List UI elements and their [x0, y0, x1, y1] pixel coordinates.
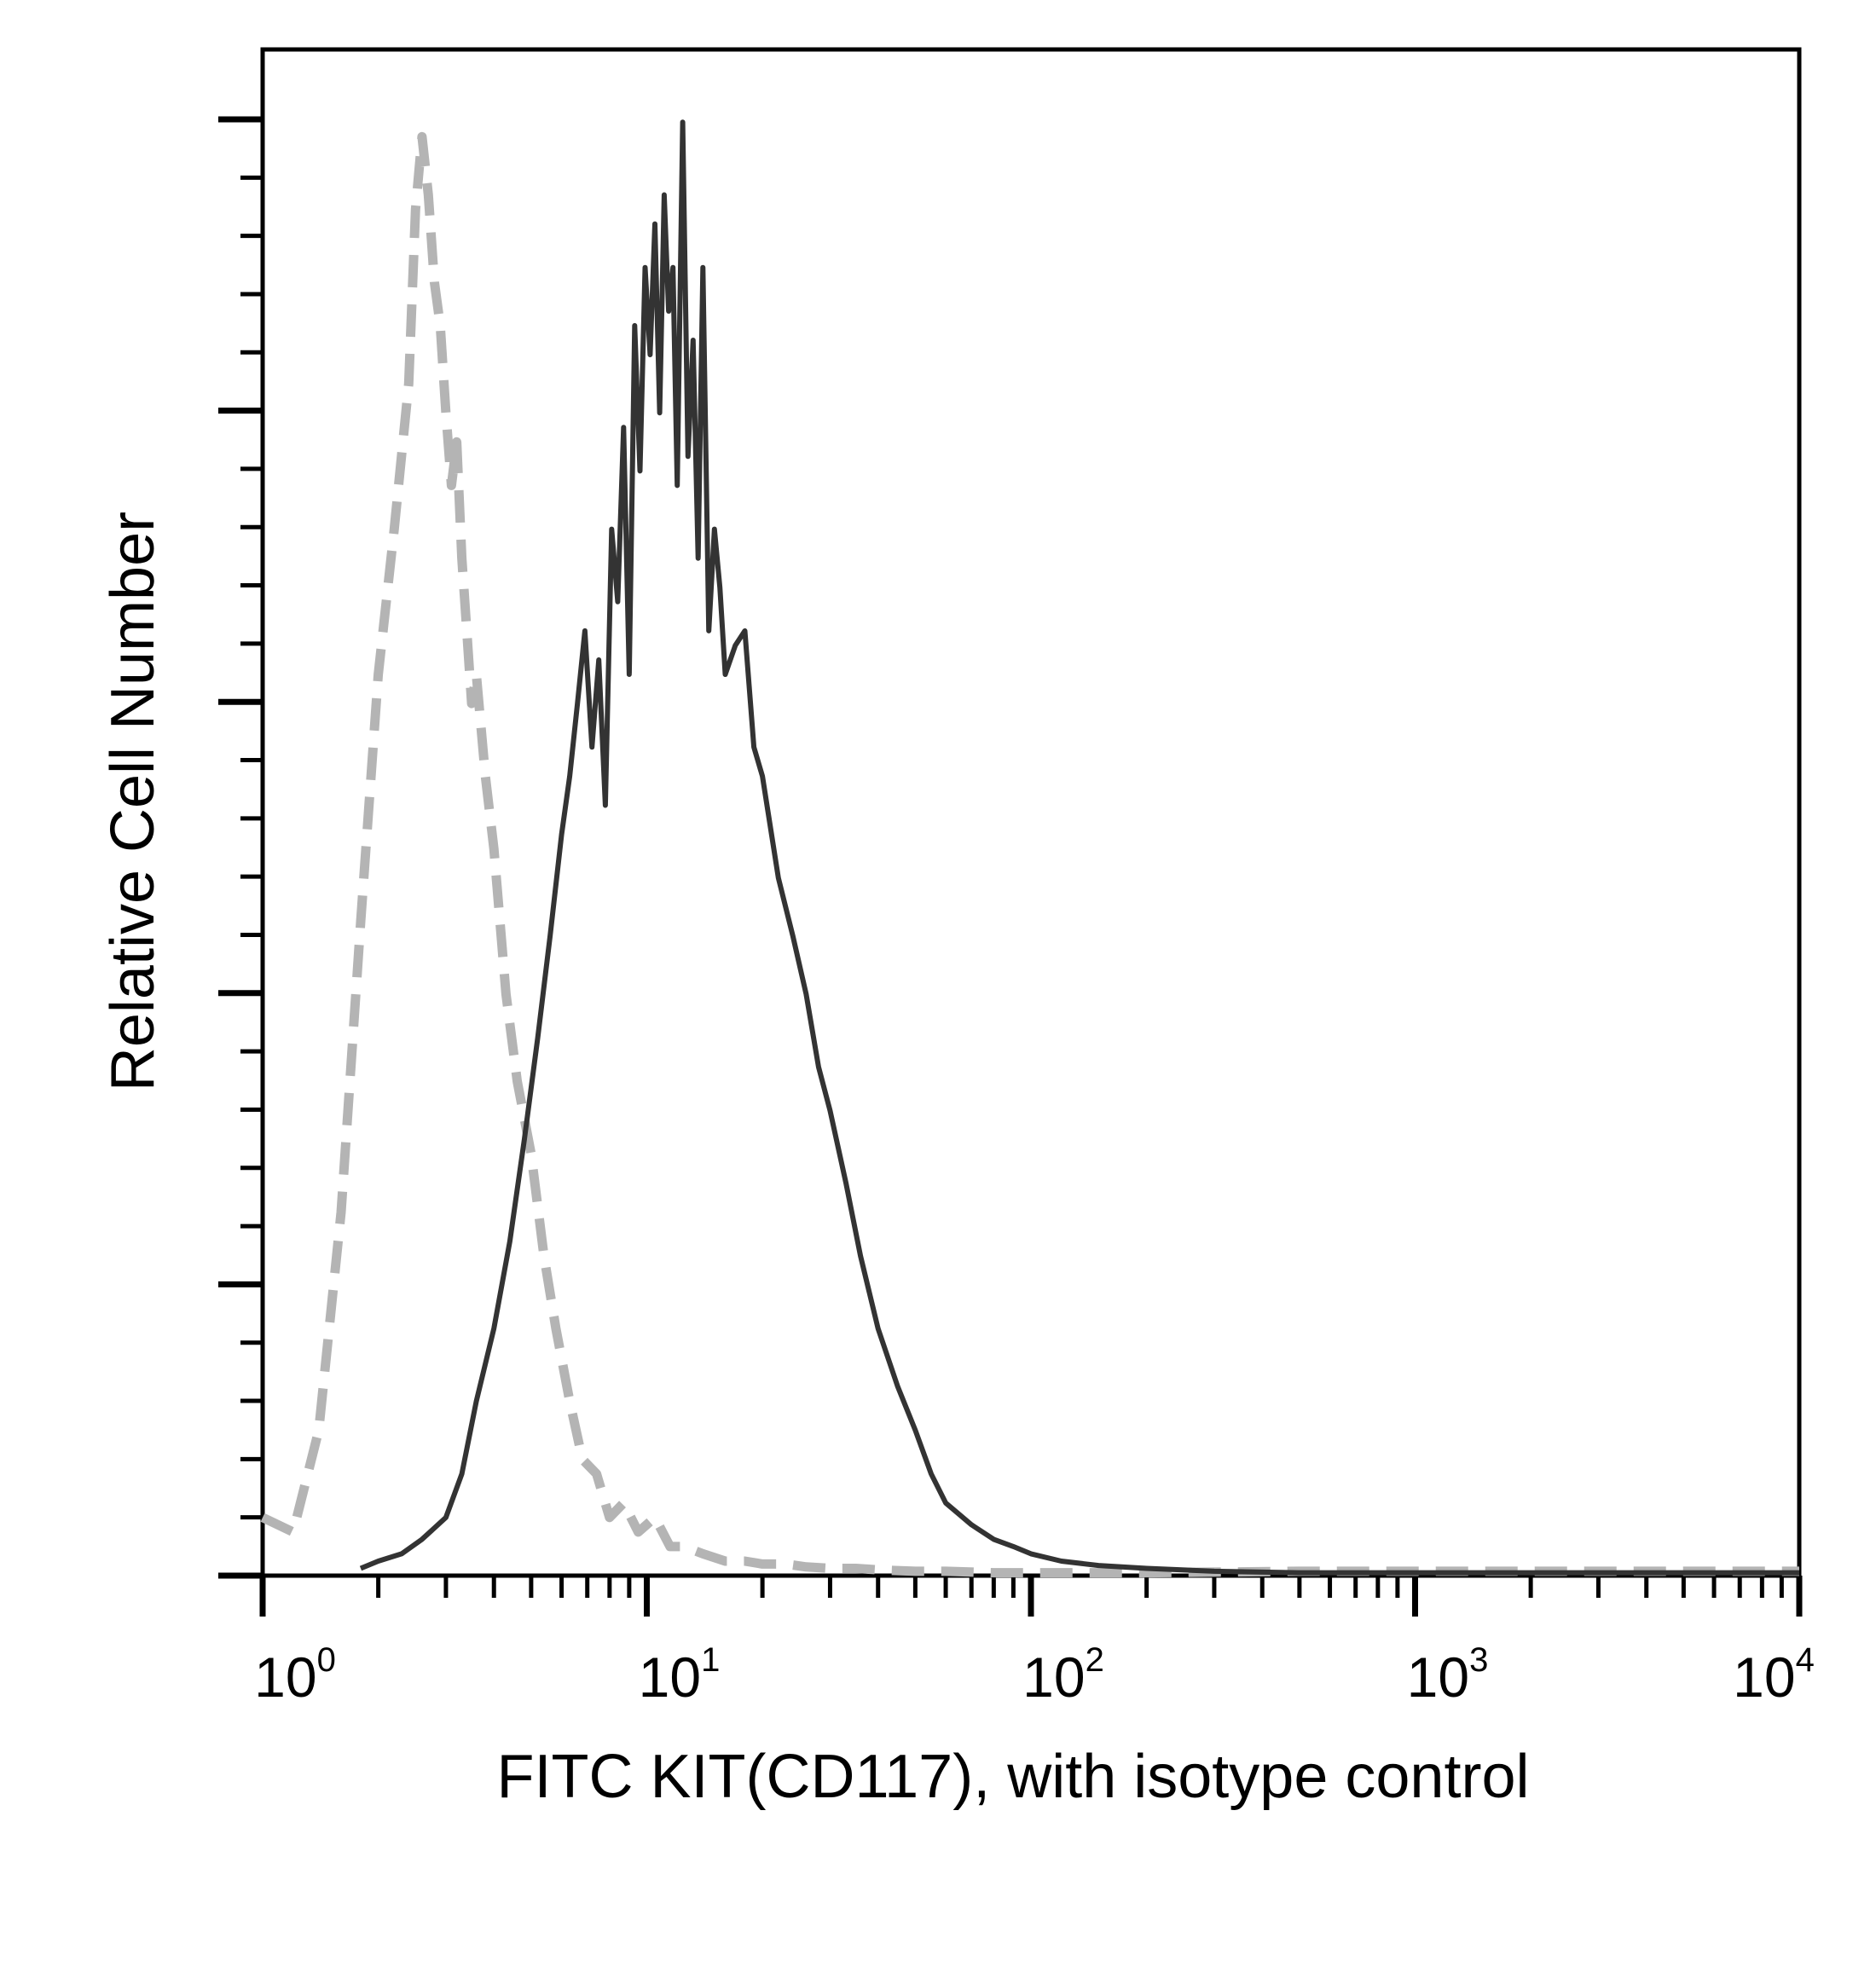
plot-frame: [260, 47, 1802, 1578]
x-tick-label: 100: [254, 1641, 336, 1709]
x-tick-label: 101: [639, 1641, 721, 1709]
x-axis-ticks: [259, 1576, 1803, 1617]
series-layer: [260, 119, 1799, 1578]
isotype-control-series: [260, 131, 1799, 1578]
x-tick-label: 102: [1022, 1641, 1104, 1709]
y-axis-title: Relative Cell Number: [99, 512, 167, 1091]
kit-cd117-series: [359, 119, 1799, 1576]
y-axis-ticks: [218, 116, 263, 1579]
x-axis-tick-labels: 100 101 102 103 104: [254, 1641, 1815, 1709]
x-axis-title: FITC KIT(CD117), with isotype control: [497, 1743, 1530, 1811]
x-tick-label: 103: [1407, 1641, 1489, 1709]
x-tick-label: 104: [1733, 1641, 1815, 1709]
